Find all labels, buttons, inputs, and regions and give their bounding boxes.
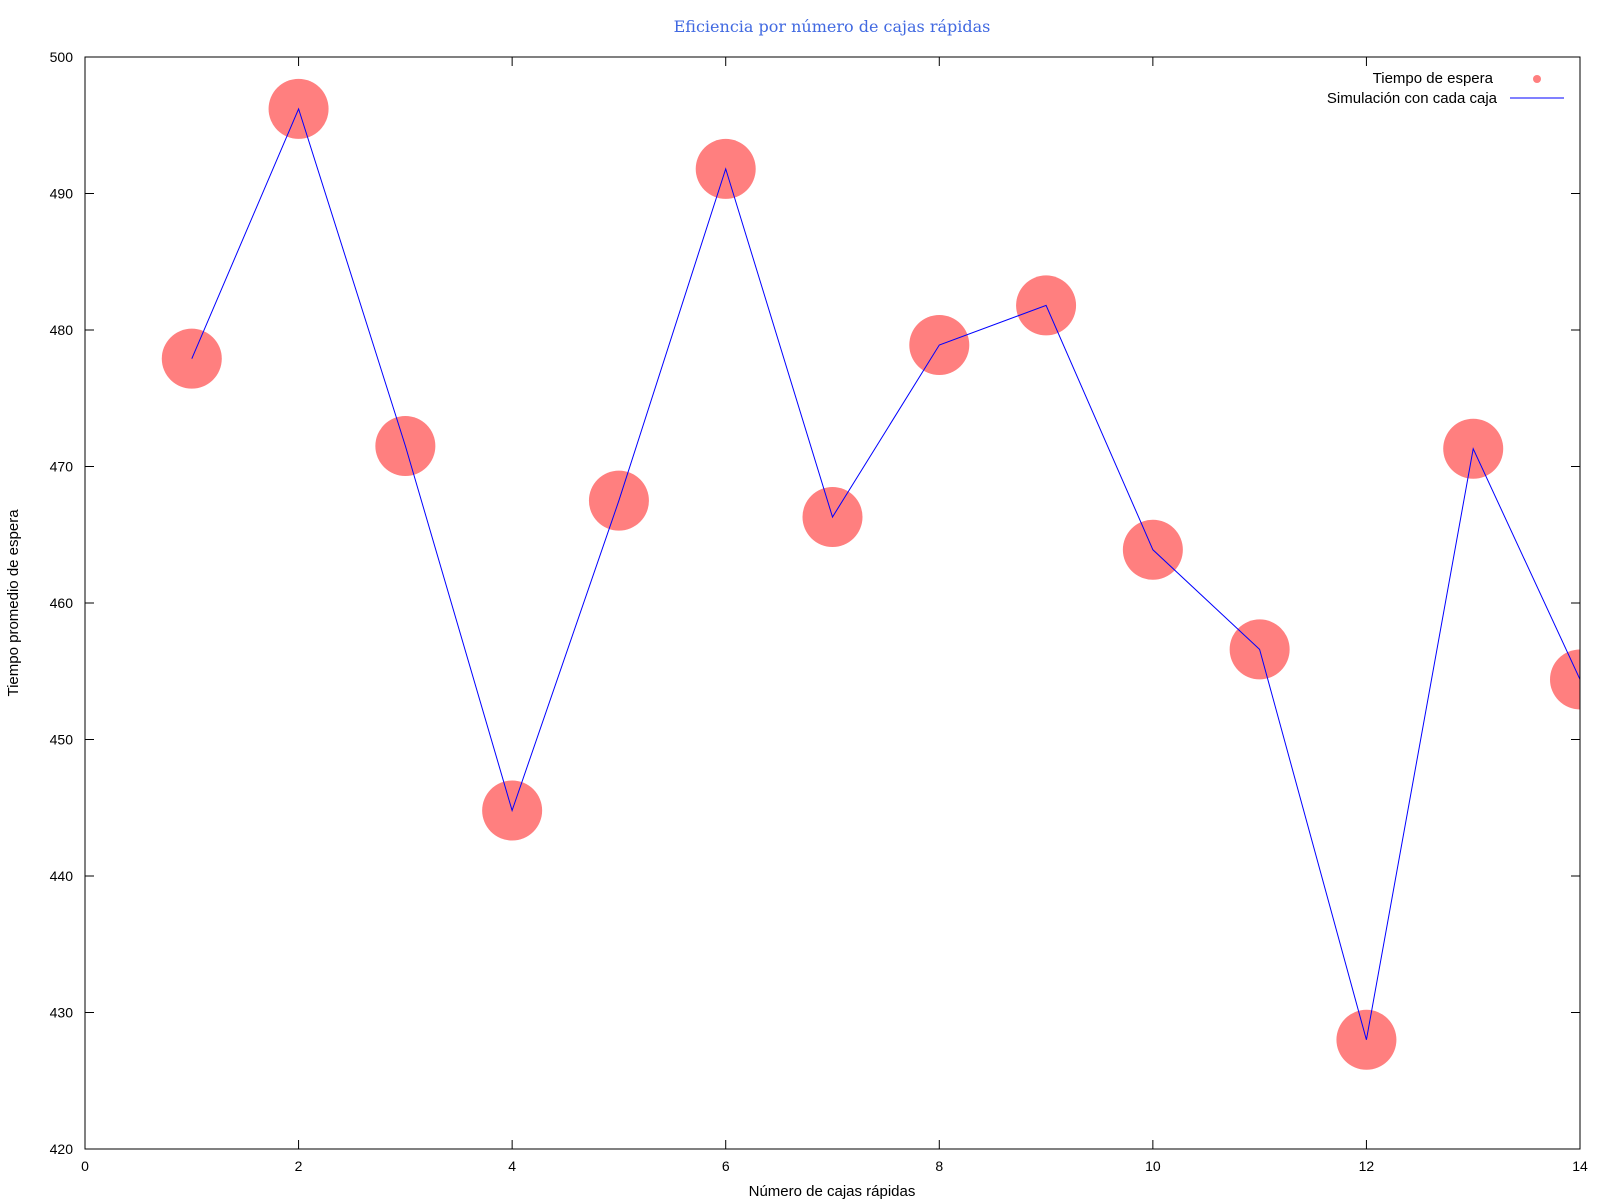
- y-tick-label: 450: [50, 732, 74, 748]
- x-tick-label: 14: [1572, 1158, 1588, 1174]
- x-tick-label: 0: [81, 1158, 89, 1174]
- plot-frame: [84, 56, 1581, 1150]
- y-tick-label: 480: [50, 322, 74, 338]
- x-tick-label: 6: [722, 1158, 730, 1174]
- y-tick-label: 460: [50, 595, 74, 611]
- y-tick-label: 470: [50, 459, 74, 475]
- y-tick-label: 500: [50, 49, 74, 65]
- x-axis-label: Número de cajas rápidas: [749, 1183, 916, 1200]
- x-tick-label: 12: [1359, 1158, 1375, 1174]
- plot-area: [161, 78, 1580, 1070]
- x-tick-label: 4: [508, 1158, 516, 1174]
- chart-title: Eficiencia por número de cajas rápidas: [674, 17, 991, 36]
- points-layer: [161, 78, 1580, 1070]
- legend-label-line: Simulación con cada caja: [1327, 90, 1498, 107]
- y-tick-label: 420: [50, 1141, 74, 1157]
- x-tick-label: 8: [935, 1158, 943, 1174]
- x-tick-label: 2: [295, 1158, 303, 1174]
- y-tick-label: 490: [50, 186, 74, 202]
- y-tick-label: 430: [50, 1005, 74, 1021]
- y-axis-label: Tiempo promedio de espera: [5, 509, 22, 697]
- y-tick-label: 440: [50, 868, 74, 884]
- legend-marker-points: [1533, 75, 1541, 83]
- legend-label-points: Tiempo de espera: [1373, 70, 1494, 87]
- legend: Tiempo de espera Simulación con cada caj…: [1327, 70, 1564, 107]
- series-line: [191, 107, 1580, 1040]
- x-tick-label: 10: [1145, 1158, 1161, 1174]
- data-point: [1550, 649, 1580, 710]
